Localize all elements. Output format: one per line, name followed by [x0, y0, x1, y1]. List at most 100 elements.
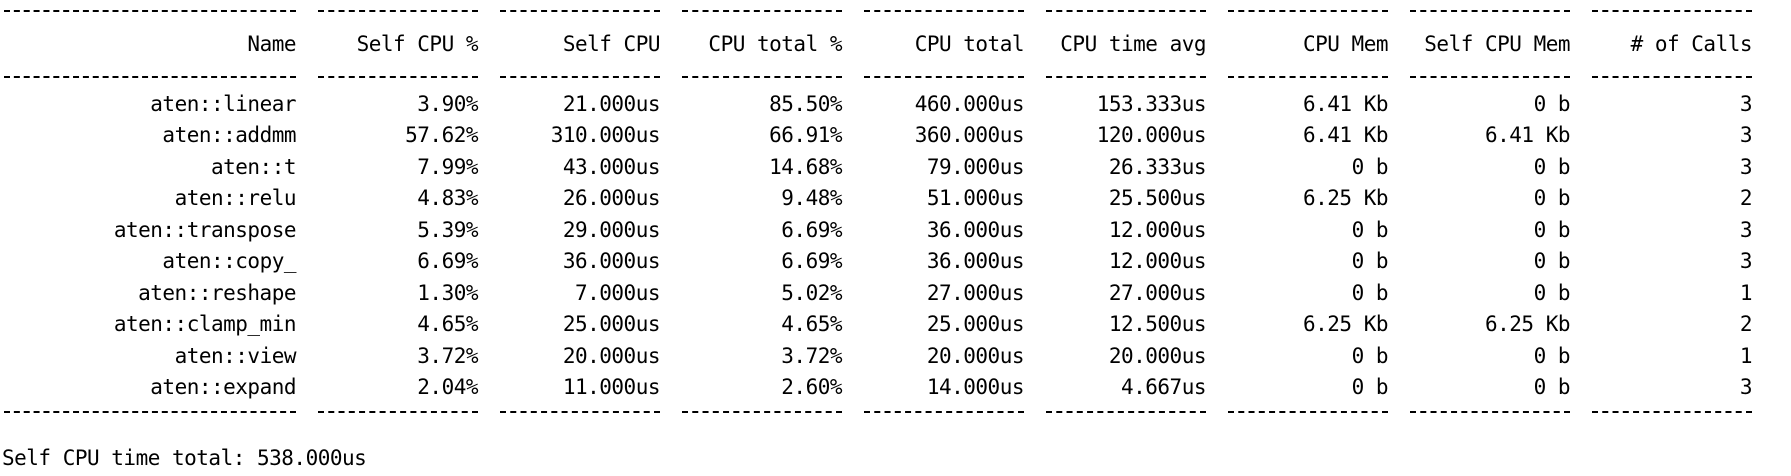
cell-self-cpu-pct: 3.90%: [417, 91, 478, 116]
cell-self-cpu: 20.000us: [562, 343, 661, 368]
cell-cpu-total: 36.000us: [926, 249, 1025, 274]
table-row: aten::addmm 57.62% 310.000us 66.91% 360.…: [4, 120, 1776, 152]
cell-cpu-mem: 0 b: [1351, 375, 1389, 400]
table-body: aten::linear 3.90% 21.000us 85.50% 460.0…: [4, 88, 1776, 403]
table-header-row: Name Self CPU % Self CPU CPU total % CPU…: [4, 22, 1776, 66]
cell-cpu-total: 460.000us: [914, 91, 1025, 116]
cell-cpu-mem: 0 b: [1351, 154, 1389, 179]
cell-cpu-total: 79.000us: [926, 154, 1025, 179]
table-row: aten::clamp_min 4.65% 25.000us 4.65% 25.…: [4, 309, 1776, 341]
cell-self-cpu-mem: 6.25 Kb: [1484, 312, 1571, 337]
cell-self-cpu-pct: 7.99%: [417, 154, 478, 179]
cell-cpu-time-avg: 12.000us: [1108, 217, 1207, 242]
cell-cpu-mem: 0 b: [1351, 249, 1389, 274]
cell-num-calls: 3: [1739, 123, 1753, 148]
cell-name: aten::relu: [174, 186, 297, 211]
column-header-cpu-total-pct: CPU total %: [708, 32, 842, 56]
cell-self-cpu: 43.000us: [562, 154, 661, 179]
cell-name: aten::transpose: [113, 217, 297, 242]
table-row: aten::linear 3.90% 21.000us 85.50% 460.0…: [4, 88, 1776, 120]
column-header-self-cpu-pct: Self CPU %: [356, 32, 479, 56]
cell-self-cpu-pct: 4.65%: [417, 312, 478, 337]
column-header-self-cpu: Self CPU: [562, 32, 661, 56]
column-header-self-cpu-mem: Self CPU Mem: [1424, 32, 1570, 56]
cell-num-calls: 1: [1739, 343, 1753, 368]
cell-cpu-total: 20.000us: [926, 343, 1025, 368]
cell-cpu-mem: 0 b: [1351, 343, 1389, 368]
cell-cpu-time-avg: 20.000us: [1108, 343, 1207, 368]
cell-cpu-total: 360.000us: [914, 123, 1025, 148]
cell-self-cpu-mem: 0 b: [1533, 186, 1571, 211]
cell-cpu-total: 27.000us: [926, 280, 1025, 305]
cell-name: aten::clamp_min: [113, 312, 297, 337]
cell-name: aten::copy_: [162, 249, 296, 274]
cell-cpu-time-avg: 120.000us: [1096, 123, 1207, 148]
cell-self-cpu: 21.000us: [562, 91, 661, 116]
cell-cpu-mem: 6.41 Kb: [1302, 91, 1389, 116]
cell-cpu-total-pct: 6.69%: [781, 249, 842, 274]
column-header-name: Name: [247, 32, 296, 56]
cell-self-cpu: 11.000us: [562, 375, 661, 400]
cell-self-cpu-mem: 0 b: [1533, 91, 1571, 116]
column-header-num-calls: # of Calls: [1630, 32, 1753, 56]
cell-self-cpu: 310.000us: [550, 123, 661, 148]
separator-line-header: [4, 66, 1776, 88]
profiler-table: Name Self CPU % Self CPU CPU total % CPU…: [4, 0, 1776, 421]
cell-self-cpu: 29.000us: [562, 217, 661, 242]
cell-self-cpu-pct: 1.30%: [417, 280, 478, 305]
cell-cpu-total-pct: 66.91%: [769, 123, 842, 148]
cell-cpu-time-avg: 26.333us: [1108, 154, 1207, 179]
table-row: aten::expand 2.04% 11.000us 2.60% 14.000…: [4, 372, 1776, 404]
cell-self-cpu-pct: 5.39%: [417, 217, 478, 242]
cell-num-calls: 3: [1739, 375, 1753, 400]
cell-cpu-total-pct: 5.02%: [781, 280, 842, 305]
cell-self-cpu-pct: 2.04%: [417, 375, 478, 400]
cell-num-calls: 3: [1739, 154, 1753, 179]
cell-cpu-total: 51.000us: [926, 186, 1025, 211]
cell-num-calls: 2: [1739, 312, 1753, 337]
cell-cpu-total: 25.000us: [926, 312, 1025, 337]
cell-self-cpu-mem: 0 b: [1533, 343, 1571, 368]
cell-name: aten::expand: [150, 375, 296, 400]
cell-cpu-time-avg: 12.000us: [1108, 249, 1207, 274]
cell-cpu-mem: 6.41 Kb: [1302, 123, 1389, 148]
cell-name: aten::linear: [150, 91, 296, 116]
cell-cpu-time-avg: 27.000us: [1108, 280, 1207, 305]
cell-name: aten::view: [174, 343, 297, 368]
cell-name: aten::reshape: [138, 280, 296, 305]
cell-self-cpu-pct: 3.72%: [417, 343, 478, 368]
cell-self-cpu: 36.000us: [562, 249, 661, 274]
cell-self-cpu-pct: 57.62%: [405, 123, 478, 148]
cell-num-calls: 2: [1739, 186, 1753, 211]
cell-num-calls: 3: [1739, 217, 1753, 242]
cell-self-cpu: 25.000us: [562, 312, 661, 337]
cell-cpu-total-pct: 6.69%: [781, 217, 842, 242]
table-row: aten::t 7.99% 43.000us 14.68% 79.000us 2…: [4, 151, 1776, 183]
column-header-cpu-time-avg: CPU time avg: [1060, 32, 1206, 56]
cell-num-calls: 3: [1739, 249, 1753, 274]
cell-cpu-time-avg: 153.333us: [1096, 91, 1207, 116]
column-header-cpu-mem: CPU Mem: [1302, 32, 1389, 56]
cell-cpu-mem: 0 b: [1351, 217, 1389, 242]
cell-cpu-total-pct: 14.68%: [769, 154, 842, 179]
cell-cpu-total-pct: 3.72%: [781, 343, 842, 368]
cell-num-calls: 1: [1739, 280, 1753, 305]
table-row: aten::reshape 1.30% 7.000us 5.02% 27.000…: [4, 277, 1776, 309]
cell-cpu-total-pct: 85.50%: [769, 91, 842, 116]
cell-cpu-time-avg: 12.500us: [1108, 312, 1207, 337]
cell-cpu-mem: 0 b: [1351, 280, 1389, 305]
cell-self-cpu: 26.000us: [562, 186, 661, 211]
cell-self-cpu-mem: 0 b: [1533, 375, 1571, 400]
cell-cpu-total: 36.000us: [926, 217, 1025, 242]
cell-cpu-time-avg: 25.500us: [1108, 186, 1207, 211]
cell-self-cpu-mem: 0 b: [1533, 154, 1571, 179]
separator-line-top: [4, 0, 1776, 22]
cell-cpu-mem: 6.25 Kb: [1302, 186, 1389, 211]
cell-self-cpu-mem: 0 b: [1533, 217, 1571, 242]
cell-name: aten::addmm: [162, 123, 296, 148]
cell-self-cpu-mem: 6.41 Kb: [1484, 123, 1571, 148]
cell-self-cpu-mem: 0 b: [1533, 249, 1571, 274]
cell-cpu-total-pct: 4.65%: [781, 312, 842, 337]
self-cpu-time-total: Self CPU time total: 538.000us: [2, 446, 367, 470]
cell-num-calls: 3: [1739, 91, 1753, 116]
